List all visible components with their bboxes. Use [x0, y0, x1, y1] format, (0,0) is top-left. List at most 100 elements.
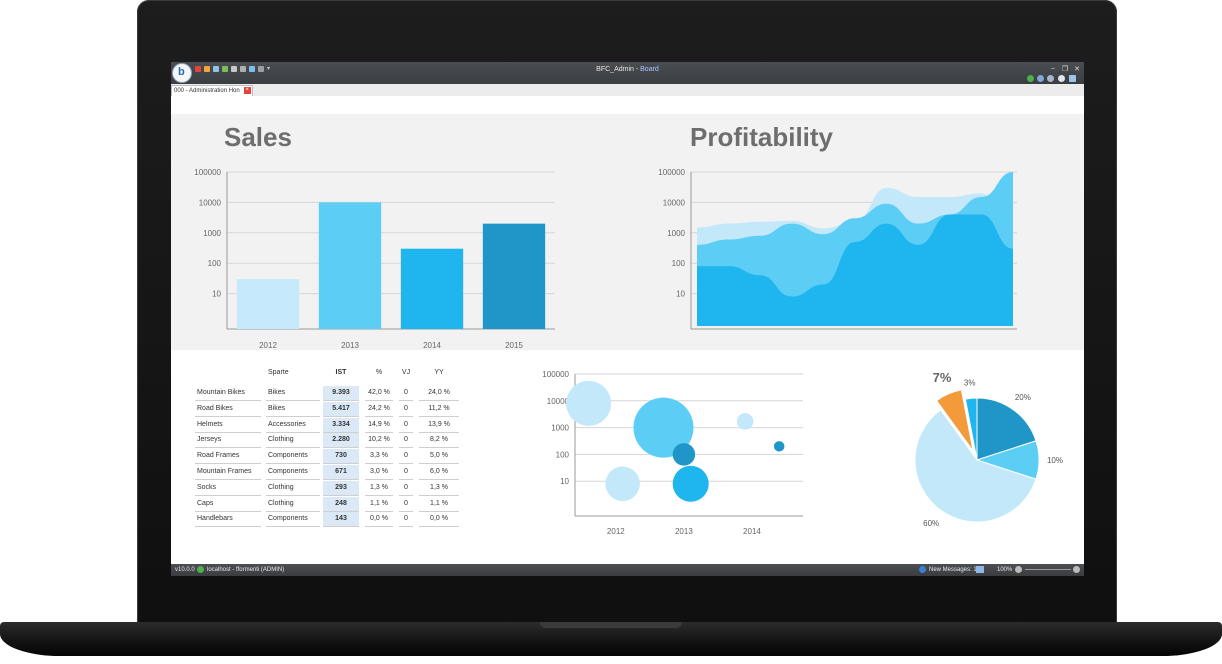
x-tick-label: 2013: [341, 341, 359, 350]
zoom-in-button[interactable]: [1073, 566, 1080, 573]
sparte-cell: Accessories: [266, 418, 320, 433]
pie-slice: [964, 397, 978, 461]
upper-panel: Sales Profitability 10 100 1000 10000 100000…: [171, 114, 1084, 350]
pct-cell: 24,2 %: [365, 402, 393, 417]
toolbar-icon[interactable]: [1069, 75, 1076, 82]
document-tab[interactable]: 000 - Administration Hon ×: [171, 85, 253, 96]
vj-cell: 0: [399, 449, 413, 465]
board-b-icon: b: [178, 66, 185, 78]
table-row[interactable]: Socks Clothing 293 1,3 % 0 1,3 %: [195, 480, 465, 497]
connection-label[interactable]: localhost - fformenti (ADMIN): [207, 567, 285, 573]
quick-access-icon[interactable]: [213, 66, 219, 72]
product-cell: Helmets: [195, 418, 261, 433]
pie-chart[interactable]: 20% 10% 60% 7% 3%: [891, 364, 1071, 534]
quick-access-icon[interactable]: [222, 66, 228, 72]
restore-button[interactable]: ❐: [1061, 66, 1069, 73]
product-cell: Mountain Frames: [195, 465, 261, 480]
x-tick-label: 2014: [423, 341, 441, 350]
sparte-cell: Components: [266, 512, 320, 528]
pct-cell: 1,3 %: [365, 481, 393, 496]
table-row[interactable]: Helmets Accessories 3.334 14,9 % 0 13,9 %: [195, 417, 465, 434]
vj-cell: 0: [399, 512, 413, 528]
zoom-slider[interactable]: [1025, 569, 1071, 570]
layout-icon[interactable]: [976, 566, 984, 573]
pct-cell: 1,1 %: [365, 497, 393, 512]
product-cell: Jerseys: [195, 433, 261, 449]
new-messages-label[interactable]: New Messages: 1: [929, 567, 977, 573]
sparte-cell: Bikes: [266, 402, 320, 417]
table-row[interactable]: Mountain Bikes Bikes 9.393 42,0 % 0 24,0 %: [195, 386, 465, 402]
yy-cell: 1,1 %: [419, 497, 459, 512]
quick-access-icon[interactable]: [231, 66, 237, 72]
yy-cell: 13,9 %: [419, 418, 459, 433]
yy-cell: 8,2 %: [419, 433, 459, 449]
table-row[interactable]: Jerseys Clothing 2.280 10,2 % 0 8,2 %: [195, 433, 465, 449]
window-title-separator: -: [633, 66, 641, 73]
product-cell: Caps: [195, 497, 261, 512]
lock-icon[interactable]: [1058, 75, 1065, 82]
bubble: [672, 465, 709, 502]
quick-access-icon[interactable]: [249, 66, 255, 72]
refresh-icon[interactable]: [1027, 75, 1034, 82]
quick-access-icon[interactable]: [258, 66, 264, 72]
ist-cell: 143: [323, 512, 359, 528]
table-row[interactable]: Road Frames Components 730 3,3 % 0 5,0 %: [195, 449, 465, 465]
product-cell: Mountain Bikes: [195, 386, 261, 401]
y-tick-label: 10000: [199, 198, 222, 207]
y-tick-label: 100000: [658, 168, 685, 177]
vj-cell: 0: [399, 418, 413, 433]
zoom-out-button[interactable]: [1015, 566, 1022, 573]
header-sparte: Sparte: [268, 369, 289, 376]
close-button[interactable]: ✕: [1074, 66, 1080, 73]
bar: [400, 248, 464, 329]
close-tab-icon[interactable]: ×: [243, 87, 251, 94]
x-tick-label: 2014: [743, 527, 761, 536]
app-logo-button[interactable]: b: [173, 64, 191, 82]
product-cell: Handlebars: [195, 512, 261, 528]
y-tick-label: 100: [672, 259, 686, 268]
table-header-row[interactable]: Sparte IST% VJ YY: [195, 366, 465, 382]
window-title-main: BFC_Admin: [596, 66, 634, 73]
customize-toolbar-icon[interactable]: ▾: [267, 66, 271, 72]
toolbar-icon[interactable]: [1037, 75, 1044, 82]
quick-access-icon[interactable]: [204, 66, 210, 72]
bubble: [633, 397, 694, 458]
ist-cell: 9.393: [323, 386, 359, 401]
header-vj: VJ: [401, 369, 411, 376]
profitability-title: Profitability: [690, 122, 834, 152]
table-row[interactable]: Mountain Frames Components 671 3,0 % 0 6,0 %: [195, 465, 465, 481]
zoom-level: 100%: [997, 567, 1013, 573]
quick-access-icon[interactable]: [195, 66, 201, 72]
table-row[interactable]: Handlebars Components 143 0,0 % 0 0,0 %: [195, 512, 465, 528]
sales-title: Sales: [224, 122, 292, 152]
ist-cell: 671: [323, 465, 359, 480]
pie-label: 3%: [964, 378, 976, 387]
pie-slice: [976, 397, 1037, 461]
minimize-button[interactable]: –: [1051, 65, 1055, 72]
yy-cell: 5,0 %: [419, 449, 459, 465]
product-cell: Road Frames: [195, 449, 261, 465]
sparte-cell: Components: [266, 449, 320, 465]
pct-cell: 42,0 %: [365, 386, 393, 401]
ist-cell: 248: [323, 496, 359, 512]
x-tick-label: 2013: [675, 527, 693, 536]
bubble: [672, 443, 696, 466]
sparte-cell: Clothing: [266, 433, 320, 449]
table-row[interactable]: Caps Clothing 248 1,1 % 0 1,1 %: [195, 496, 465, 513]
connection-icon: [197, 566, 204, 573]
table-row[interactable]: Road Bikes Bikes 5.417 24,2 % 0 11,2 %: [195, 401, 465, 418]
sales-chart[interactable]: 10 100 1000 10000 100000 2012 2013 2014 2015: [185, 162, 565, 350]
yy-cell: 0,0 %: [419, 512, 459, 528]
profitability-chart[interactable]: 10 100 1000 10000 100000: [649, 162, 1029, 330]
bubble: [605, 466, 640, 502]
sparte-cell: Components: [266, 465, 320, 480]
document-tab-label: 000 - Administration Hon: [174, 88, 240, 94]
ist-cell: 2.280: [323, 433, 359, 449]
y-tick-label: 100: [208, 259, 222, 268]
bubble-chart[interactable]: 10 100 1000 10000 100000 2012 2013 2014: [533, 364, 813, 542]
ist-cell: 293: [323, 480, 359, 496]
quick-access-icon[interactable]: [240, 66, 246, 72]
laptop-notch: [540, 622, 682, 628]
y-tick-label: 1000: [203, 229, 221, 238]
toolbar-icon[interactable]: [1047, 75, 1054, 82]
